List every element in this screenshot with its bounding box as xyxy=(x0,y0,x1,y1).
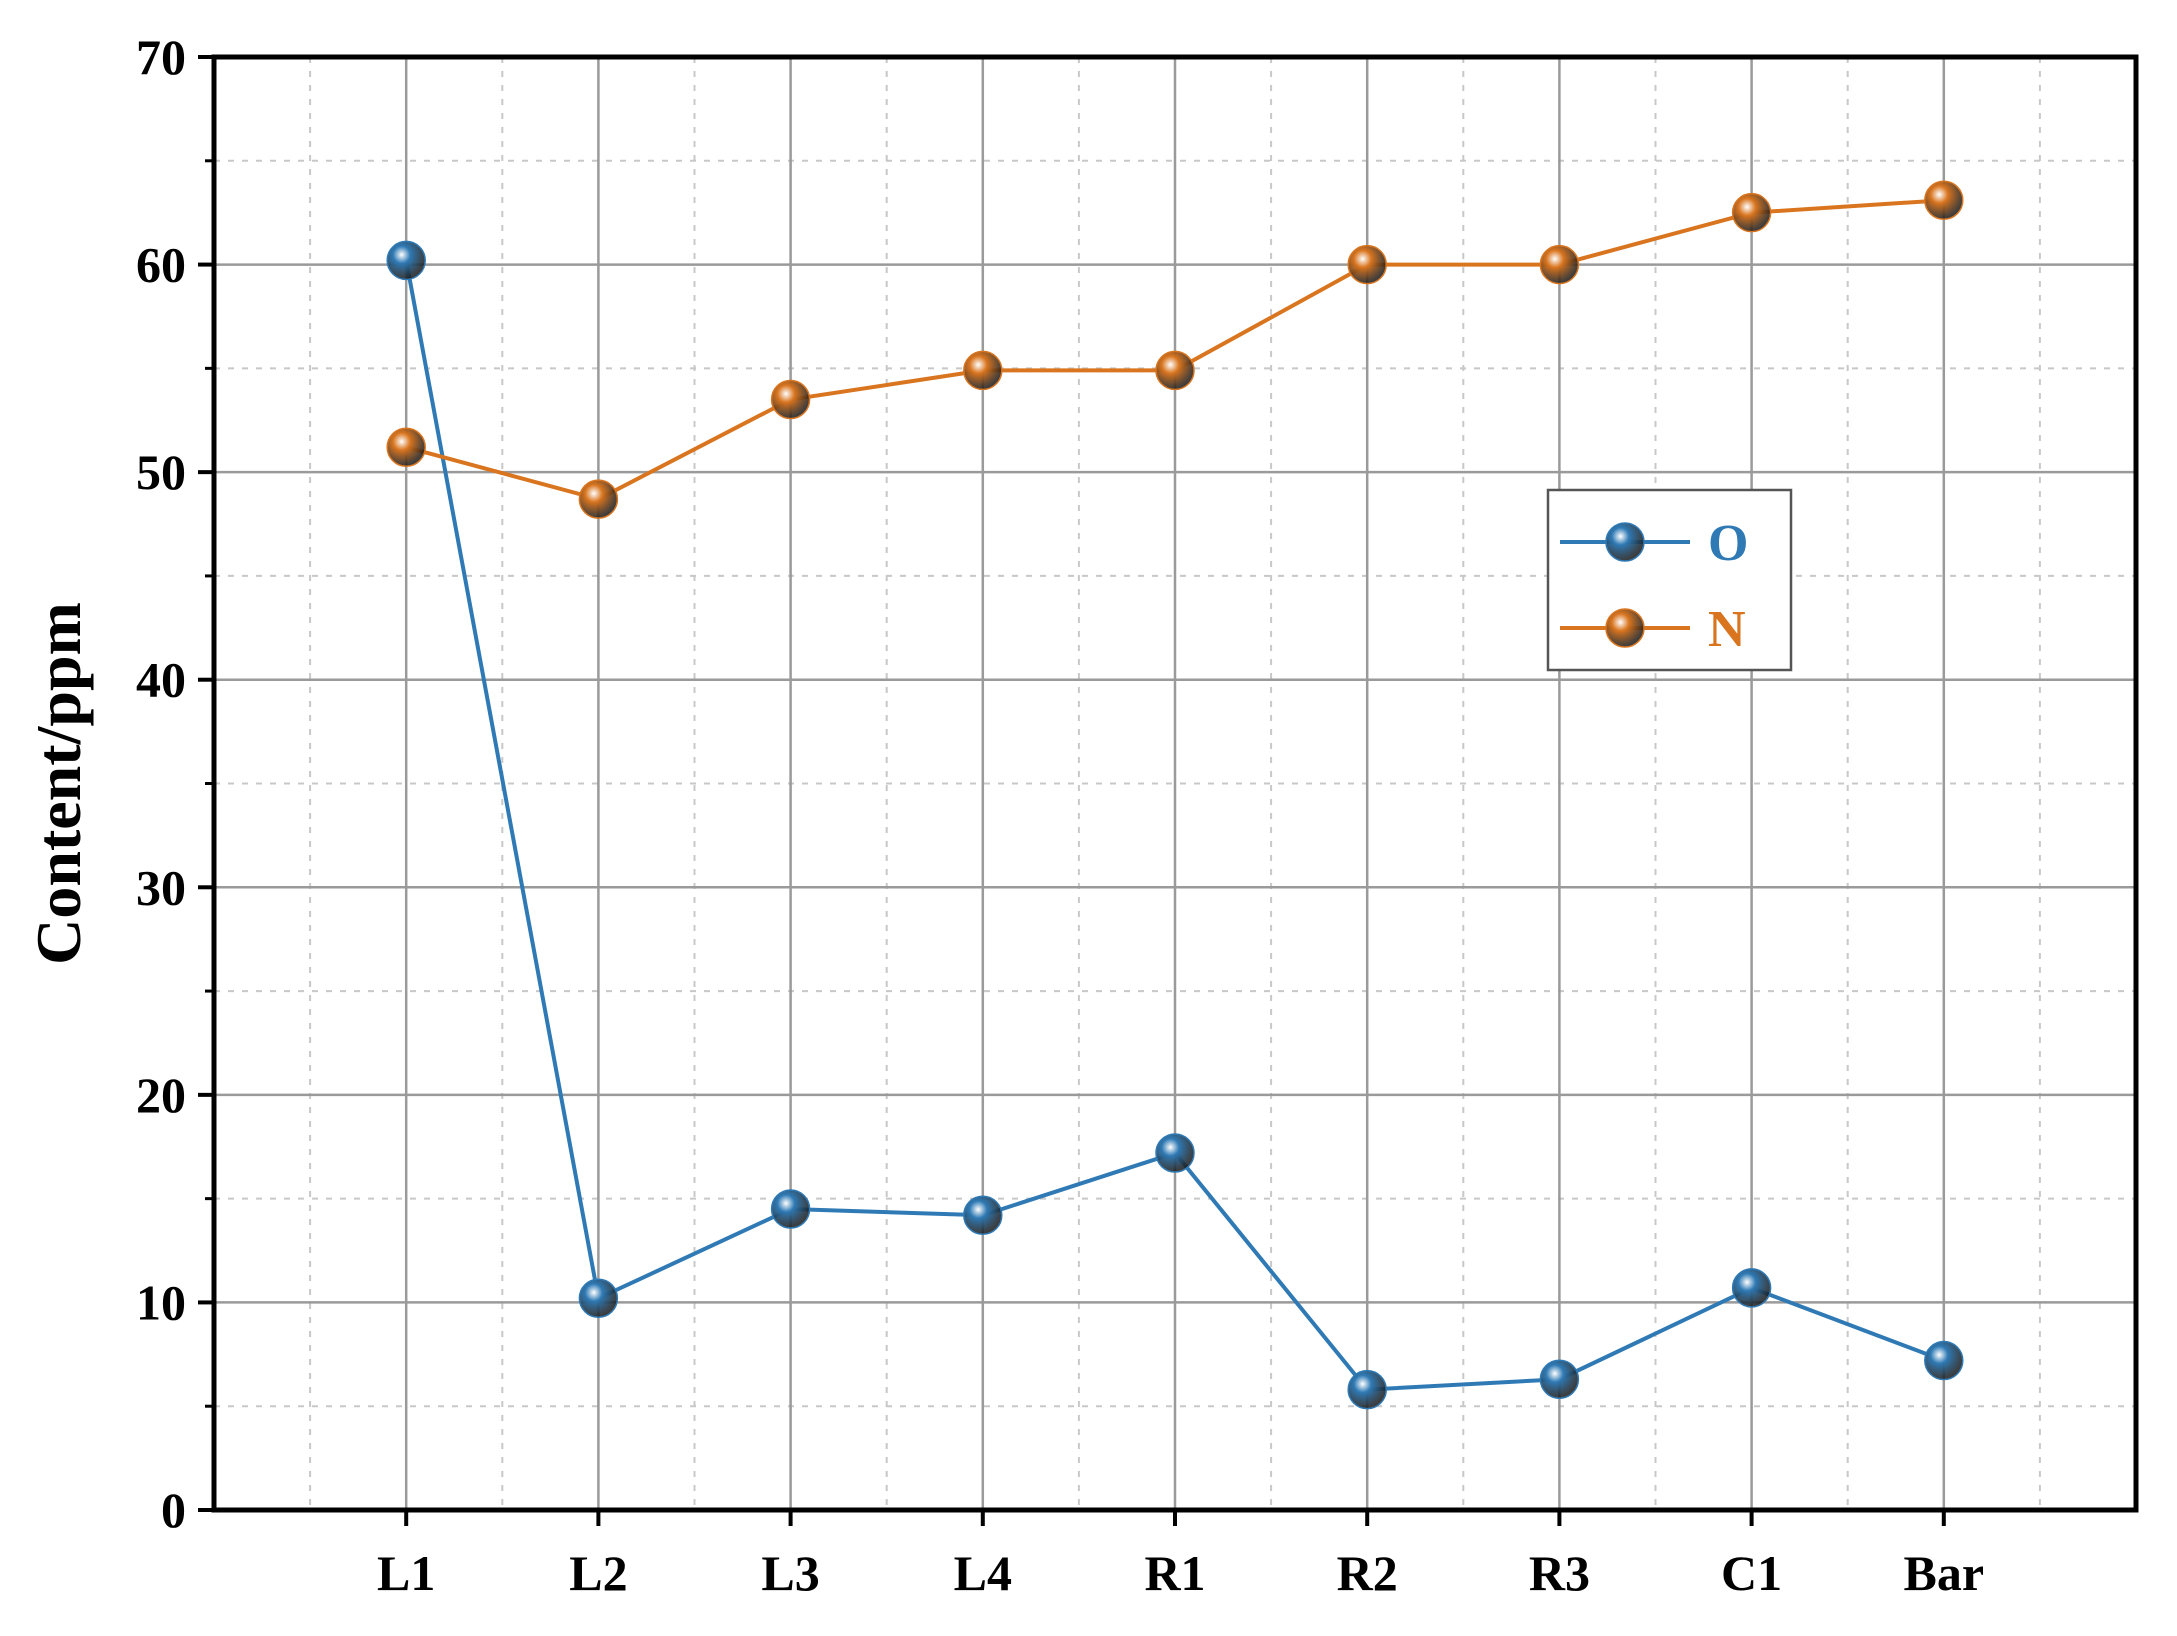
legend-box xyxy=(1546,488,1793,672)
data-point-O xyxy=(770,1189,811,1229)
x-tick-label: C1 xyxy=(1721,1545,1782,1601)
data-point-N xyxy=(578,479,619,519)
legend-marker-N xyxy=(1605,608,1645,648)
y-tick-label: 70 xyxy=(136,29,186,85)
x-tick-label: R3 xyxy=(1529,1545,1590,1601)
data-point-O xyxy=(1731,1268,1772,1308)
x-tick-label: L4 xyxy=(954,1545,1012,1601)
y-tick-label: 50 xyxy=(136,444,186,500)
data-point-N xyxy=(770,379,811,420)
data-point-O xyxy=(386,240,426,281)
data-point-N xyxy=(1924,180,1964,220)
y-tick-label: 60 xyxy=(136,237,186,293)
data-point-O xyxy=(578,1278,619,1319)
y-tick-labels: 0 10 20 30 40 50 60 70 xyxy=(136,29,186,1538)
major-gridlines xyxy=(214,57,2136,1510)
x-tick-label: L3 xyxy=(761,1545,819,1601)
x-tick-label: R1 xyxy=(1144,1545,1205,1601)
y-tick-label: 20 xyxy=(136,1067,186,1123)
y-tick-label: 0 xyxy=(161,1482,186,1538)
data-point-N xyxy=(1347,244,1387,285)
x-tick-label: R2 xyxy=(1337,1545,1398,1601)
data-point-N xyxy=(963,350,1003,391)
x-tick-label: Bar xyxy=(1904,1545,1985,1601)
y-tick-label: 40 xyxy=(136,652,186,708)
data-point-O xyxy=(1924,1340,1964,1381)
series-layer xyxy=(386,180,1964,1410)
y-axis-title: Content/ppm xyxy=(23,602,94,965)
data-point-N xyxy=(1539,244,1580,285)
data-point-N xyxy=(386,427,426,467)
data-point-N xyxy=(1731,192,1772,233)
data-point-O xyxy=(963,1195,1003,1235)
x-tick-labels: L1 L2 L3 L4 R1 R2 R3 C1 Bar xyxy=(377,1545,1984,1601)
x-tick-label: L1 xyxy=(377,1545,435,1601)
data-point-O xyxy=(1347,1369,1387,1410)
legend-label-N: N xyxy=(1708,601,1746,658)
legend: ON xyxy=(1546,488,1793,672)
y-tick-label: 10 xyxy=(136,1274,186,1330)
minor-gridlines xyxy=(214,57,2136,1510)
data-point-N xyxy=(1155,350,1195,391)
axis-ticks xyxy=(198,55,1946,1526)
legend-marker-O xyxy=(1605,522,1645,562)
x-tick-label: L2 xyxy=(569,1545,627,1601)
data-point-O xyxy=(1155,1133,1195,1173)
data-point-O xyxy=(1539,1359,1580,1399)
y-tick-label: 30 xyxy=(136,859,186,915)
legend-label-O: O xyxy=(1708,515,1748,572)
